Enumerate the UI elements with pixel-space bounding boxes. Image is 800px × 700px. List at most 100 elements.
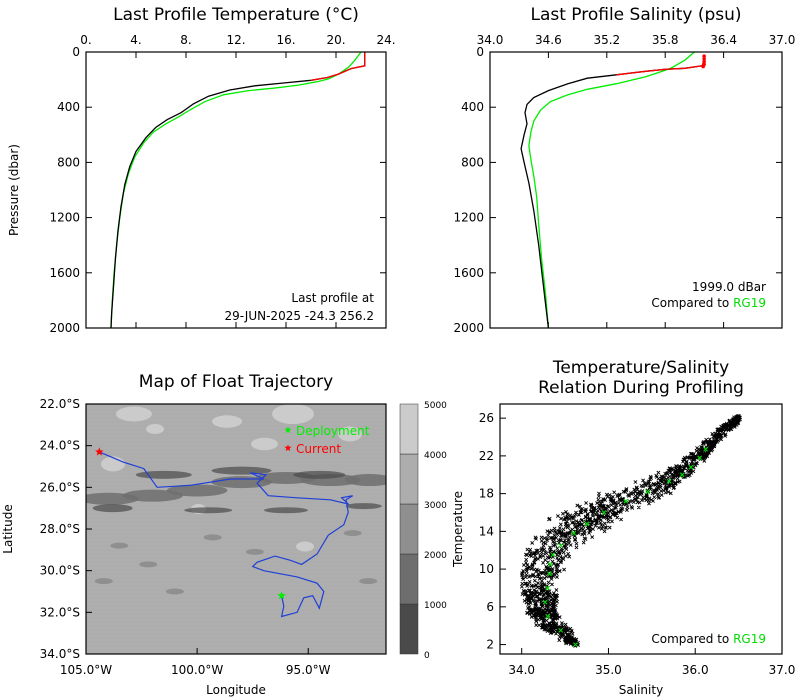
map-ridge	[344, 474, 386, 487]
salinity-ytick-label: 0	[476, 45, 484, 59]
map-bathymetry	[86, 404, 386, 654]
legend-deployment-label: Deployment	[296, 424, 370, 438]
map-feature	[359, 578, 378, 585]
temperature-xtick-label: 16.	[276, 33, 295, 47]
map-seamount	[345, 503, 382, 510]
ts-xtick-label: 37.0	[769, 663, 796, 677]
colorbar-segment	[399, 503, 419, 555]
map-feature	[203, 534, 222, 541]
temperature-xtick-label: 4.	[130, 33, 141, 47]
colorbar-label: 5000	[424, 401, 447, 411]
ts-ylabel: Temperature	[451, 491, 465, 568]
ts-scatter-points	[519, 413, 742, 648]
salinity-ytick-label: 1600	[453, 266, 484, 280]
legend-current-marker	[284, 444, 292, 452]
map-seamount	[92, 504, 133, 513]
legend-current-label: Current	[296, 442, 341, 456]
map-feature	[343, 530, 362, 537]
temperature-ytick-label: 1200	[49, 211, 80, 225]
map-ridge	[166, 484, 228, 497]
ts-compare-ref: RG19	[733, 632, 766, 646]
salinity-red-marker	[702, 54, 706, 58]
map-seamount	[184, 507, 233, 514]
map-title: Map of Float Trajectory	[139, 372, 333, 392]
temperature-ytick-label: 0	[72, 45, 80, 59]
temperature-ytick-label: 400	[57, 100, 80, 114]
ts-ytick-label: 18	[479, 487, 494, 501]
temperature-ylabel: Pressure (dbar)	[7, 144, 21, 236]
salinity-frame	[489, 51, 783, 329]
salinity-xtick-label: 35.2	[593, 33, 620, 47]
map-ytick-label: 24.0°S	[40, 439, 80, 453]
map-deep-patch	[296, 541, 314, 552]
colorbar-label: 4000	[424, 451, 447, 461]
map-feature	[165, 588, 184, 595]
salinity-compare-ref: RG19	[733, 296, 766, 310]
map-deep-patch	[212, 415, 242, 428]
map-feature	[94, 578, 113, 585]
temperature-ytick-label: 800	[57, 155, 80, 169]
ts-scatter-area	[519, 413, 742, 648]
map-deep-patch	[116, 406, 152, 422]
map-ytick-label: 32.0°S	[40, 605, 80, 619]
map-feature	[245, 548, 264, 555]
temperature-xtick-label: 8.	[180, 33, 191, 47]
ts-ytick-label: 10	[479, 562, 494, 576]
temperature-xtick-label: 20.	[326, 33, 345, 47]
salinity-compare-label: Compared to	[651, 296, 733, 310]
ts-compare-label: Compared to	[651, 632, 733, 646]
map-deep-patch	[272, 404, 314, 424]
ts-xtick-label: 34.0	[508, 663, 535, 677]
map-ylabel: Latitude	[1, 504, 15, 553]
temperature-xtick-label: 24.	[376, 33, 395, 47]
map-trajectory	[99, 451, 354, 618]
colorbar-label: 3000	[424, 501, 447, 511]
ts-ytick-label: 6	[486, 600, 494, 614]
ts-title: Temperature/Salinity	[552, 358, 729, 378]
map-ytick-label: 34.0°S	[40, 647, 80, 661]
map-ytick-label: 30.0°S	[40, 564, 80, 578]
ts-xtick-label: 36.0	[682, 663, 709, 677]
salinity-xtick-label: 34.0	[477, 33, 504, 47]
colorbar-label: 2000	[424, 551, 447, 561]
salinity-title: Last Profile Salinity (psu)	[530, 5, 741, 25]
map-deep-patch	[338, 426, 362, 442]
temperature-series-2	[110, 51, 362, 329]
map-feature	[139, 561, 158, 568]
salinity-panel: Last Profile Salinity (psu) 34.0 34.6 35.2 3…	[453, 5, 795, 335]
map-deep-patch	[101, 456, 125, 472]
ts-subtitle: Relation During Profiling	[538, 378, 744, 398]
colorbar-segment	[399, 553, 419, 605]
current-marker	[95, 447, 104, 456]
ts-ytick-label: 26	[479, 411, 494, 425]
salinity-red-marker	[702, 57, 706, 61]
temperature-annotation-line2: 29-JUN-2025 -24.3 256.2	[225, 309, 374, 323]
map-deep-patch	[251, 437, 278, 451]
temperature-series-1	[310, 52, 366, 81]
colorbar-label: 1000	[424, 601, 447, 611]
deployment-marker	[277, 591, 286, 600]
colorbar-segment	[399, 453, 419, 505]
salinity-annotation-compare: Compared to RG19	[651, 296, 766, 310]
map-ytick-label: 26.0°S	[40, 480, 80, 494]
salinity-ytick-label: 800	[461, 155, 484, 169]
map-seamount	[293, 470, 346, 479]
map-ytick-label: 22.0°S	[40, 397, 80, 411]
map-seamount	[264, 507, 308, 514]
salinity-red-marker	[702, 59, 706, 64]
temperature-xtick-label: 12.	[226, 33, 245, 47]
temperature-xtick-label: 0.	[80, 33, 91, 47]
temperature-ytick-label: 2000	[49, 321, 80, 335]
salinity-ytick-label: 1200	[453, 211, 484, 225]
colorbar-segment	[399, 403, 419, 455]
temperature-title: Last Profile Temperature (°C)	[113, 5, 359, 25]
map-panel: Map of Float Trajectory Deployment Current…	[1, 372, 447, 697]
temperature-panel: Last Profile Temperature (°C) Pressure (d…	[7, 5, 396, 335]
salinity-xtick-label: 36.4	[710, 33, 737, 47]
map-ocean-floor	[86, 404, 386, 654]
map-ytick-label: 28.0°S	[40, 522, 80, 536]
colorbar-label: 0	[424, 651, 430, 661]
temperature-series-0	[110, 52, 366, 329]
